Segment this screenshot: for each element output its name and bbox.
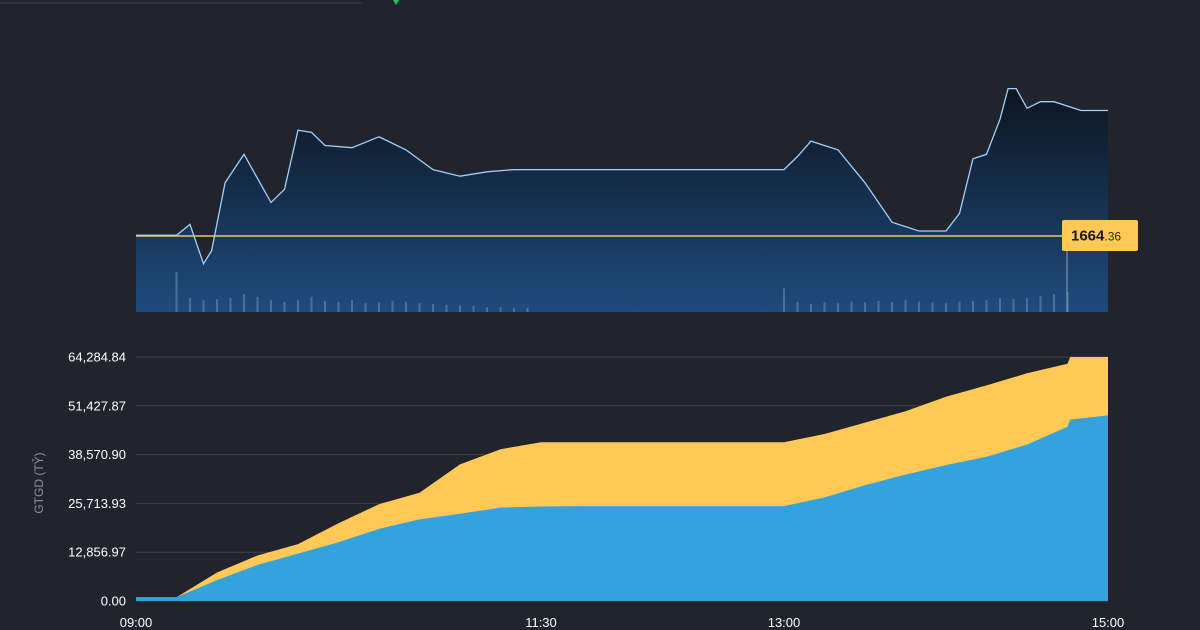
volume-bar [1053,294,1055,312]
price-tag: 1664.36 [1062,220,1138,251]
x-axis-ticks: 09:00 11:30 13:00 15:00 [120,615,1125,630]
volume-bar [1039,296,1042,312]
volume-bar [526,308,529,312]
volume-bar [931,302,934,312]
volume-bar [810,304,812,312]
x-tick-label: 09:00 [120,615,153,630]
price-area [136,88,1108,312]
trend-up-icon [393,0,399,5]
volume-bar [378,302,380,312]
volume-bar [391,300,394,312]
volume-bar [459,305,461,312]
volume-bar [256,296,259,312]
volume-bar [1012,299,1015,312]
volume-bar [418,303,421,312]
volume-bar [405,301,407,312]
y-axis-ticks: 0.00 12,856.97 25,713.93 38,570.90 51,427.87… [68,350,126,609]
volume-bar [891,302,893,312]
volume-bar [513,308,515,312]
volume-bar [486,307,488,312]
volume-bar [783,288,785,312]
x-tick-label: 15:00 [1092,615,1125,630]
price-tag-background [1062,220,1138,251]
volume-bar [189,298,191,312]
price-line [136,87,1108,266]
volume-bar [229,298,232,312]
volume-bar [972,300,974,312]
volume-bar [216,299,218,312]
volume-bar [837,303,839,312]
volume-bar [202,300,205,312]
y-tick-label: 51,427.87 [68,398,126,413]
volume-bar [243,294,245,312]
volume-bar [904,300,907,312]
volume-bars [175,272,1069,312]
volume-bar [864,302,866,312]
y-tick-label: 38,570.90 [68,447,126,462]
volume-bar [310,296,313,312]
volume-bar [823,302,826,312]
y-tick-label: 25,713.93 [68,496,126,511]
y-tick-label: 12,856.97 [68,545,126,560]
x-tick-label: 13:00 [768,615,801,630]
y-axis-label: GTGD (TỶ) [31,452,46,513]
x-tick-label: 11:30 [525,615,557,630]
volume-bar [432,304,434,312]
volume-bar [850,301,853,312]
volume-bar [499,307,502,312]
volume-bar [999,298,1001,312]
volume-bar [297,300,299,312]
volume-bar [445,304,448,312]
volume-bar [918,301,920,312]
volume-bar [1026,298,1028,312]
volume-bar [364,303,367,312]
volume-bar [175,272,178,312]
volume-bar [796,302,799,312]
volume-bar [270,300,272,312]
volume-bar [945,303,947,312]
volume-bar [877,300,880,312]
volume-bar [958,301,961,312]
volume-bar [283,302,286,312]
volume-bar [324,300,326,312]
volume-bar [337,302,340,312]
lower-value-area [136,415,1108,601]
volume-bar [472,306,475,312]
y-tick-label: 0.00 [101,594,126,609]
y-tick-label: 64,284.84 [68,350,126,365]
volume-bar [351,300,353,312]
price-tag-text: 1664.36 [1071,228,1121,245]
price-panel: 1664.36 [136,87,1138,312]
trading-value-panel: 0.00 12,856.97 25,713.93 38,570.90 51,427.87… [31,350,1124,630]
volume-bar [985,300,988,312]
